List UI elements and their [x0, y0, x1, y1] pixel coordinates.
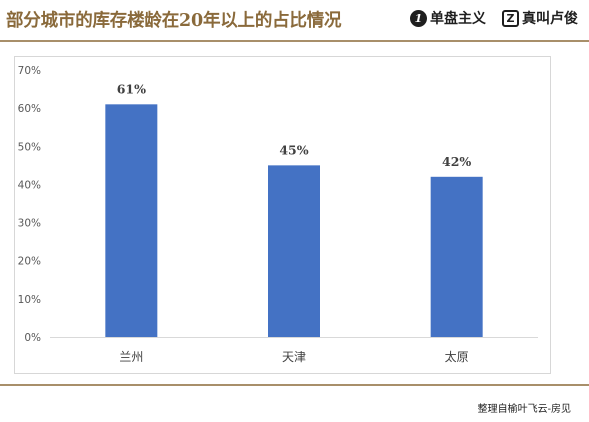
source-credit: 整理自榆叶飞云-房见	[477, 404, 571, 415]
brand1-name: 单盘主义	[430, 11, 486, 27]
chart-title: 部分城市的库存楼龄在20年以上的占比情况	[6, 11, 342, 31]
header: 部分城市的库存楼龄在20年以上的占比情况 1 单盘主义 Z 真叫卢俊	[0, 0, 589, 40]
brand-zhenjiaolujun: Z 真叫卢俊	[502, 8, 578, 28]
top-divider	[0, 40, 589, 42]
y-tick-label: 10%	[18, 294, 41, 306]
x-category-label: 天津	[282, 350, 306, 364]
bar	[105, 104, 158, 337]
y-tick-label: 60%	[18, 103, 41, 115]
brand2-name: 真叫卢俊	[522, 11, 578, 27]
bottom-divider	[0, 384, 589, 386]
x-category-label: 太原	[445, 349, 469, 364]
y-tick-label: 0%	[24, 332, 41, 344]
z-square-logo-icon: Z	[502, 9, 519, 27]
data-label: 45%	[279, 142, 308, 157]
bar	[268, 165, 320, 337]
bar	[430, 176, 483, 337]
data-label: 42%	[442, 154, 471, 169]
one-circle-logo-icon: 1	[410, 9, 427, 27]
y-tick-label: 70%	[18, 65, 41, 77]
data-label: 61%	[117, 81, 146, 96]
y-tick-label: 30%	[18, 218, 41, 230]
brand-danpanzhuyi: 1 单盘主义	[410, 8, 486, 28]
x-category-label: 兰州	[119, 350, 143, 364]
y-tick-label: 40%	[18, 179, 41, 191]
y-tick-label: 50%	[18, 141, 41, 153]
y-tick-label: 20%	[18, 256, 41, 268]
